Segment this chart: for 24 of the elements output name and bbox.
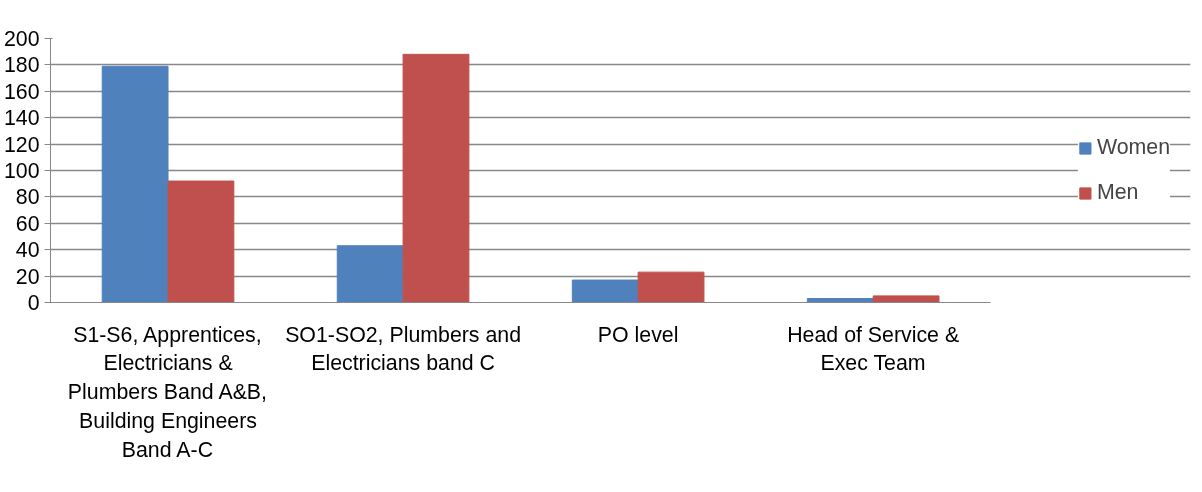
y-tick-label: 60 [15,211,40,236]
y-tick-label: 20 [15,264,40,289]
bar [872,295,940,303]
bar [336,245,404,303]
y-tick-label: 120 [3,132,40,157]
y-tick-label: 160 [3,79,40,104]
x-tick-label: SO1-SO2, Plumbers and Electricians band C [285,322,522,376]
y-tick-label: 180 [3,53,40,78]
y-tick-label: 140 [3,106,40,131]
bar [637,271,705,303]
x-tick-label: PO level [597,322,679,347]
y-tick-label: 0 [27,291,40,315]
bar [402,53,470,303]
bar [101,65,169,303]
x-tick-label: Head of Service & Exec Team [787,322,960,376]
legend-label: Women [1096,135,1170,160]
y-tick-label: 200 [3,27,40,51]
bar [167,180,235,303]
legend-label: Men [1096,180,1139,205]
x-tick-label: S1-S6, Apprentices, Electricians & Plumbers Band A&B, Building Engineers Band A-C [67,322,268,462]
y-tick-label: 80 [15,185,40,210]
y-tick-label: 100 [3,159,40,183]
y-tick-label: 40 [15,238,40,263]
bar [571,279,639,303]
